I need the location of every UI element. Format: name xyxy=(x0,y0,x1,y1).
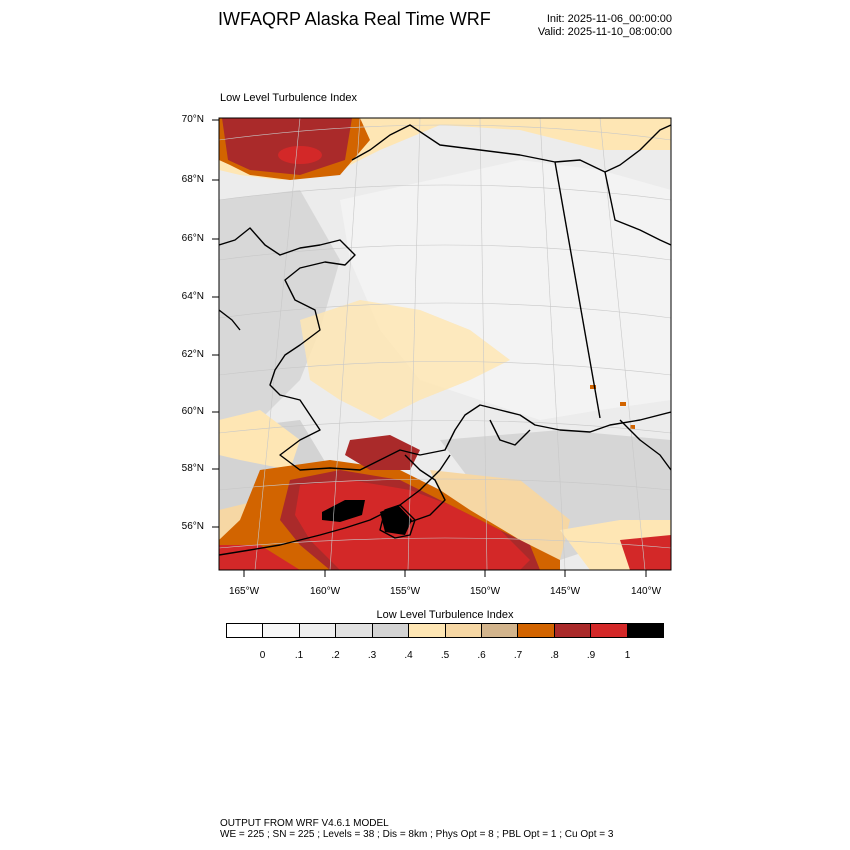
colorbar-label: .4 xyxy=(404,650,413,661)
valid-time: Valid: 2025-11-10_08:00:00 xyxy=(537,26,672,38)
field-orange-spot-2 xyxy=(620,402,626,406)
field-orange-spot-3 xyxy=(630,425,635,429)
lon-label: 155°W xyxy=(389,586,421,597)
main-title: IWFAQRP Alaska Real Time WRF xyxy=(218,9,491,29)
colorbar-swatch xyxy=(481,624,519,637)
field-black-core-east xyxy=(380,505,412,535)
colorbar-label: 1 xyxy=(624,650,631,661)
lat-label: 68°N xyxy=(181,174,204,185)
lat-label: 66°N xyxy=(181,233,204,244)
colorbar-label: 0 xyxy=(259,650,266,661)
footer-model-line: OUTPUT FROM WRF V4.6.1 MODEL xyxy=(220,818,389,829)
lon-label: 165°W xyxy=(228,586,260,597)
colorbar-swatch xyxy=(263,624,300,637)
colorbar-swatch xyxy=(227,624,264,637)
colorbar-label: .9 xyxy=(586,650,596,661)
colorbar-label: .6 xyxy=(477,650,486,661)
field-red-southeast xyxy=(620,535,671,570)
lat-label: 60°N xyxy=(181,406,204,417)
colorbar-swatch xyxy=(336,624,373,637)
colorbar-swatch xyxy=(627,624,664,637)
colorbar-label: .5 xyxy=(440,650,450,661)
run-times: Init: 2025-11-06_00:00:00 Valid: 2025-11… xyxy=(500,13,672,39)
lat-label: 62°N xyxy=(181,349,204,360)
colorbar-swatch xyxy=(591,624,628,637)
field-red-north-core xyxy=(278,146,322,164)
init-time: Init: 2025-11-06_00:00:00 xyxy=(546,13,672,25)
lon-label: 150°W xyxy=(469,586,501,597)
footer-settings-line: WE = 225 ; SN = 225 ; Levels = 38 ; Dis … xyxy=(220,829,614,840)
tick-marks xyxy=(212,119,647,577)
colorbar-swatch xyxy=(554,624,592,637)
lat-label: 64°N xyxy=(181,291,204,302)
lon-label: 145°W xyxy=(549,586,581,597)
coastlines xyxy=(219,124,671,556)
colorbar xyxy=(226,623,664,638)
field-darkred-cook-inlet xyxy=(345,435,420,470)
colorbar-label: .8 xyxy=(550,650,559,661)
lat-label: 58°N xyxy=(181,463,204,474)
field-tan-interior xyxy=(300,300,510,420)
colorbar-swatch xyxy=(372,624,410,637)
colorbar-swatch xyxy=(409,624,446,637)
colorbar-label: .7 xyxy=(513,650,523,661)
model-footer: OUTPUT FROM WRF V4.6.1 MODEL WE = 225 ; … xyxy=(220,818,613,840)
map-title: Low Level Turbulence Index xyxy=(220,92,357,104)
field-black-core-west xyxy=(322,500,365,522)
colorbar-label: .3 xyxy=(367,650,377,661)
colorbar-title: Low Level Turbulence Index xyxy=(376,609,514,621)
lon-label: 160°W xyxy=(309,586,341,597)
colorbar-label: .2 xyxy=(331,650,340,661)
map-field xyxy=(219,118,671,570)
map-border xyxy=(218,117,672,571)
colorbar-swatch xyxy=(299,624,337,637)
colorbar-swatch xyxy=(518,624,555,637)
field-darkred-north xyxy=(222,118,352,175)
field-tan-gulf xyxy=(430,470,570,570)
field-gray-west xyxy=(219,190,340,440)
colorbar-swatch xyxy=(445,624,482,637)
lat-label: 56°N xyxy=(181,521,204,532)
lon-label: 140°W xyxy=(630,586,662,597)
lat-label: 70°N xyxy=(181,114,204,125)
field-orange-spot-1 xyxy=(590,385,596,389)
colorbar-label: .1 xyxy=(294,650,304,661)
